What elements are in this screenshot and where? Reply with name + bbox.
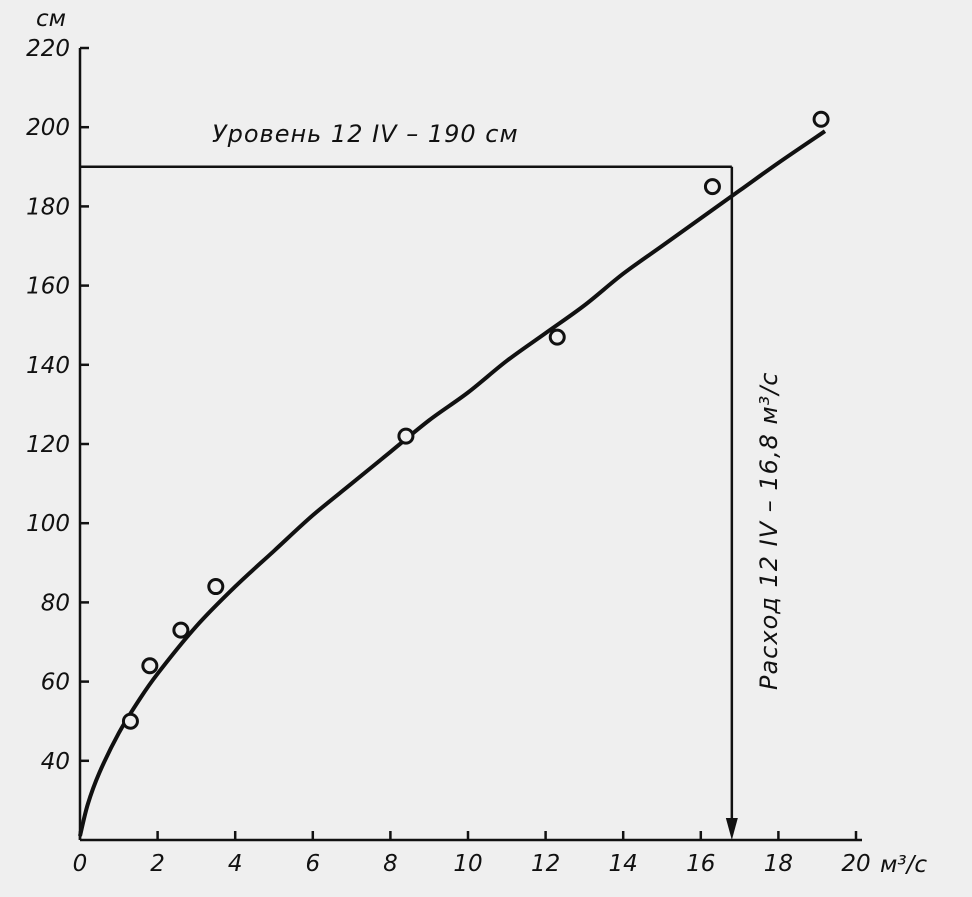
x-tick-label: 14 [609,851,638,877]
y-tick-label: 180 [26,194,70,220]
y-tick-label: 200 [26,115,70,141]
observation-point [172,621,190,639]
x-tick-label: 10 [453,851,482,877]
y-tick-label: 100 [26,511,70,537]
observation-point [548,328,566,346]
discharge-arrowhead [725,818,738,840]
reference-lines [80,165,738,840]
observation-point [141,657,159,675]
y-tick-label: 120 [26,432,70,458]
x-tick-label: 4 [228,851,243,877]
x-axis-unit-label: м³/с [880,852,927,878]
discharge-annotation: Расход 12 IV – 16,8 м³/с [755,372,783,690]
x-tick-label: 18 [764,851,793,877]
fitted-curve [78,129,827,837]
y-tick-label: 80 [41,590,70,616]
observation-point [121,712,139,730]
observation-point [397,427,415,445]
observation-point [703,178,721,196]
x-tick-label: 6 [305,851,320,877]
x-tick-label: 2 [150,851,165,877]
x-tick-label: 0 [73,851,88,877]
y-tick-label: 160 [26,274,70,300]
y-axis-unit-label: см [36,6,66,32]
y-tick-label: 140 [26,353,70,379]
x-tick-label: 16 [686,851,715,877]
x-ticks: 0 2 4 6 8 10 12 14 16 18 20 [73,831,871,877]
y-tick-label: 220 [26,36,70,62]
y-tick-label: 60 [41,670,70,696]
data-points [121,110,830,730]
level-annotation: Уровень 12 IV – 190 см [212,120,519,148]
observation-point [207,578,225,596]
y-ticks: 40 60 80 100 120 140 160 180 200 220 [26,36,89,775]
y-tick-label: 40 [41,749,70,775]
x-tick-label: 12 [531,851,560,877]
x-tick-label: 20 [841,851,870,877]
x-tick-label: 8 [383,851,398,877]
observation-point [812,110,830,128]
